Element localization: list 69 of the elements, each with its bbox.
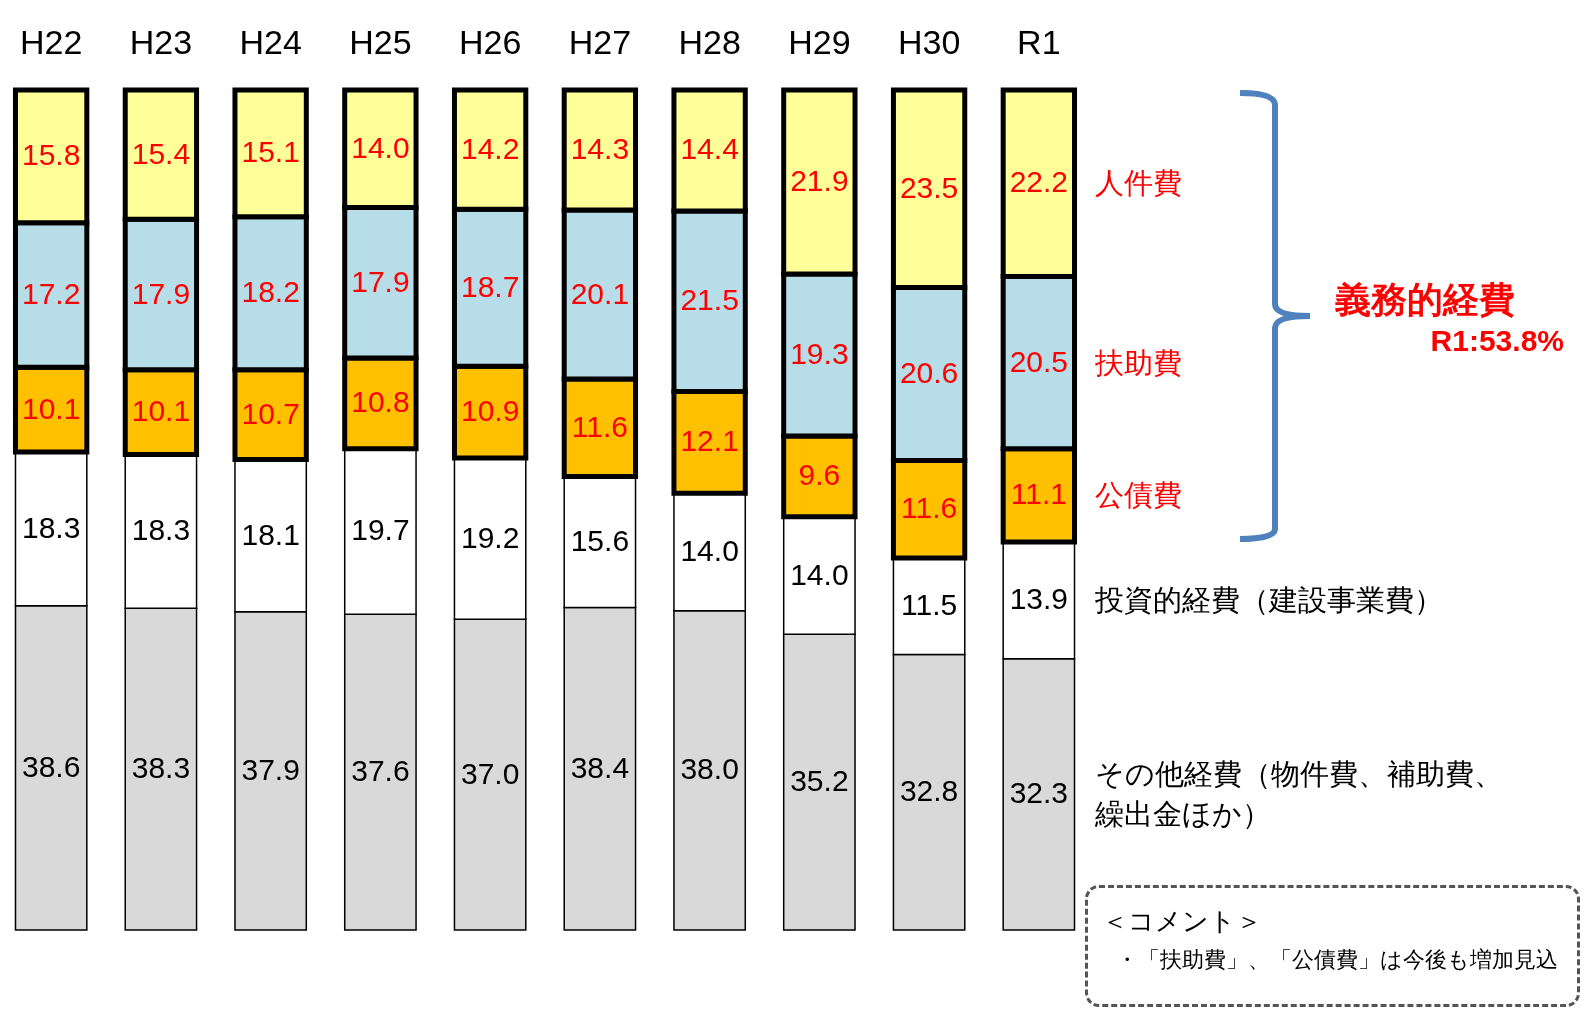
data-label: 18.1 xyxy=(241,517,300,551)
x-tick-label: H22 xyxy=(19,22,83,61)
data-label: 14.0 xyxy=(790,557,849,591)
data-label: 10.7 xyxy=(241,396,300,430)
x-tick-label: H24 xyxy=(239,22,302,61)
data-label: 14.0 xyxy=(351,130,410,164)
series-label: 投資的経費（建設事業費） xyxy=(1095,583,1444,619)
data-label: 21.9 xyxy=(790,163,849,197)
text: ・「扶助費」、「公債費」は今後も増加見込 xyxy=(1115,946,1559,974)
x-tick-label: H26 xyxy=(458,22,522,61)
data-label: 38.3 xyxy=(131,751,191,785)
data-label: 14.2 xyxy=(460,131,520,165)
data-label: 10.1 xyxy=(21,391,81,425)
data-label: 14.3 xyxy=(570,132,630,166)
data-label: 19.2 xyxy=(460,520,520,554)
data-label: 18.7 xyxy=(460,269,520,303)
data-label: 17.9 xyxy=(131,276,191,310)
series-label: その他経費（物件費、補助費、繰出金ほか） xyxy=(1095,757,1504,833)
series-label: 公債費 xyxy=(1095,478,1183,514)
data-label: 22.2 xyxy=(1009,165,1069,199)
text: 義務的経費 xyxy=(1335,277,1515,322)
data-label: 13.9 xyxy=(1009,582,1069,616)
data-label: 14.0 xyxy=(680,534,739,567)
data-label: 17.2 xyxy=(21,276,81,310)
data-label: 15.4 xyxy=(131,136,191,170)
data-label: 12.1 xyxy=(680,424,739,458)
x-tick-label: H25 xyxy=(349,22,412,61)
data-label: 10.9 xyxy=(460,394,520,428)
data-label: 14.4 xyxy=(680,132,739,166)
data-label: 15.1 xyxy=(241,135,300,169)
data-label: 9.6 xyxy=(798,458,841,492)
data-label: 11.1 xyxy=(1010,477,1067,511)
x-tick-label: H23 xyxy=(129,22,193,61)
data-label: 32.8 xyxy=(899,774,959,808)
x-tick-label: H28 xyxy=(678,22,741,61)
x-tick-label: H29 xyxy=(788,22,851,61)
text: ＜コメント＞ xyxy=(1102,905,1263,938)
data-label: 38.6 xyxy=(21,749,81,783)
data-label: 15.8 xyxy=(21,138,81,172)
series-label: 扶助費 xyxy=(1095,346,1182,379)
data-label: 23.5 xyxy=(899,170,959,204)
data-label: 35.2 xyxy=(790,764,849,798)
data-label: 11.5 xyxy=(901,588,958,622)
data-label: 18.3 xyxy=(21,510,81,544)
data-label: 17.9 xyxy=(351,264,410,298)
data-label: 18.2 xyxy=(241,275,300,309)
data-label: 20.5 xyxy=(1009,344,1069,378)
data-label: 20.1 xyxy=(570,276,630,310)
data-label: 21.5 xyxy=(680,283,739,317)
data-label: 38.0 xyxy=(680,752,739,786)
data-label: 11.6 xyxy=(571,409,628,443)
text: R1:53.8% xyxy=(1430,323,1564,358)
data-label: 38.4 xyxy=(570,750,630,784)
data-label: 15.6 xyxy=(570,523,630,557)
data-label: 10.8 xyxy=(351,385,410,419)
series-label: 人件費 xyxy=(1095,166,1183,202)
data-label: 32.3 xyxy=(1009,776,1069,810)
data-label: 11.6 xyxy=(901,491,958,525)
x-tick-label: H30 xyxy=(897,22,961,61)
data-label: 19.3 xyxy=(790,337,849,371)
data-label: 37.0 xyxy=(460,756,520,790)
x-tick-label: H27 xyxy=(568,22,632,61)
x-tick-label: R1 xyxy=(1017,22,1061,61)
data-label: 20.6 xyxy=(899,355,959,389)
data-label: 18.3 xyxy=(131,513,191,547)
data-label: 10.1 xyxy=(131,394,191,428)
data-label: 37.6 xyxy=(351,754,410,788)
data-label: 19.7 xyxy=(351,513,410,547)
data-label: 37.9 xyxy=(241,752,300,786)
